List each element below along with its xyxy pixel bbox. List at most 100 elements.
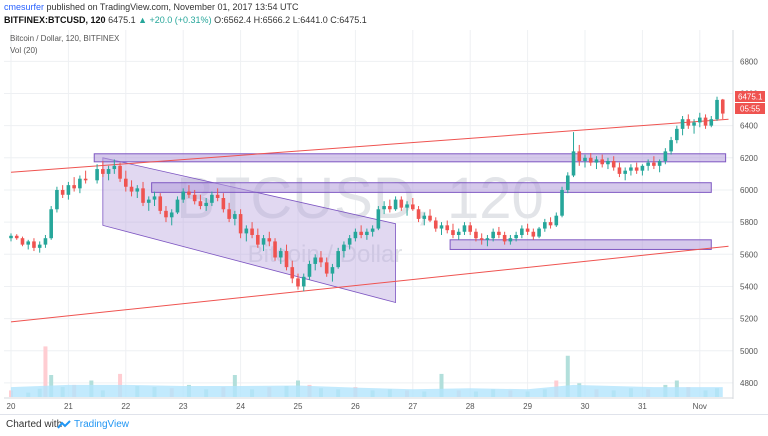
candle-body: [32, 241, 36, 248]
candle-body: [600, 159, 605, 165]
candle-body: [238, 214, 243, 234]
zones[interactable]: [93, 153, 727, 250]
x-tick-label: 31: [638, 402, 647, 411]
legend-title: Bitcoin / Dollar, 120, BITFINEX: [10, 34, 120, 43]
candle-body: [152, 196, 157, 200]
close-value: 6475.1: [339, 15, 367, 25]
header-bar: cmesurfer published on TradingView.com, …: [0, 0, 768, 30]
volume-pane: [9, 346, 723, 397]
x-tick-label: 28: [466, 402, 475, 411]
candle-body: [502, 234, 507, 242]
candle-body: [525, 228, 530, 232]
quote-line: BITFINEX:BTCUSD, 120 6475.1 ▲ +20.0 (+0.…: [4, 15, 367, 25]
candle-body: [83, 178, 88, 181]
price-channel[interactable]: [102, 157, 396, 304]
candle-body: [256, 234, 260, 245]
charted-with-label: Charted with: [6, 419, 63, 430]
candle-body: [652, 162, 656, 166]
candle-body: [543, 222, 547, 229]
countdown-box: [735, 103, 765, 114]
candle-body: [370, 228, 375, 232]
candle-body: [686, 119, 691, 126]
candle-body: [284, 251, 289, 268]
candle-body: [433, 220, 438, 229]
candle-body: [588, 157, 593, 163]
candle-body: [95, 169, 99, 181]
candle-body: [411, 204, 415, 210]
trendline: [10, 118, 729, 173]
symbol-label: BITFINEX:BTCUSD: [4, 15, 86, 25]
chart-canvas[interactable]: BTCUSD, 120 Bitcoin / Dollar 4800 5000 520…: [0, 0, 768, 414]
candle-body: [307, 263, 312, 277]
candle-body: [198, 201, 203, 207]
candle-body: [43, 238, 48, 245]
volume-bar: [565, 355, 570, 397]
candle-body: [342, 244, 346, 252]
zone-rect: [449, 239, 712, 250]
candle-body: [365, 231, 369, 235]
open-label: O:: [214, 15, 224, 25]
x-tick-label: 25: [294, 402, 303, 411]
candle-body: [227, 209, 231, 219]
candle-body: [55, 189, 59, 210]
candle-body: [261, 238, 266, 245]
candle-body: [20, 238, 25, 245]
published-text: published on TradingView.com, November 0…: [46, 2, 299, 12]
x-tick-label: 27: [408, 402, 417, 411]
candle-body: [474, 231, 478, 239]
candle-body: [347, 238, 352, 245]
candle-body: [439, 225, 444, 229]
candle-body: [290, 267, 295, 279]
high-value: 6566.2: [262, 15, 291, 25]
x-tick-label: 21: [64, 402, 73, 411]
candle-body: [715, 99, 719, 120]
candle-body: [124, 178, 128, 187]
candle-body: [221, 198, 226, 210]
low-label: L:: [292, 15, 301, 25]
candle-body: [296, 278, 300, 287]
tradingview-brand[interactable]: TradingView: [74, 419, 130, 430]
last-price-label: 6475.1: [738, 93, 763, 102]
candle-body: [78, 178, 82, 189]
candle-body: [187, 191, 191, 195]
candle-body: [164, 210, 168, 218]
low-value: 6441.0: [300, 15, 328, 25]
legend: Bitcoin / Dollar, 120, BITFINEX Vol (20): [10, 34, 120, 55]
candle-body: [537, 228, 541, 237]
author-link[interactable]: cmesurfer: [4, 2, 45, 12]
y-tick-label: 6000: [740, 186, 758, 195]
interval-label: 120: [90, 15, 106, 25]
zone-rect: [151, 182, 712, 193]
candle-body: [210, 194, 214, 203]
y-tick-label: 6800: [740, 57, 758, 66]
y-tick-label: 4800: [740, 379, 758, 388]
candle-body: [382, 206, 386, 210]
candle-body: [611, 161, 616, 168]
candle-body: [514, 234, 518, 239]
candle-body: [554, 215, 559, 226]
candle-body: [583, 157, 587, 162]
candle-body: [250, 228, 254, 235]
candle-body: [451, 230, 455, 235]
candle-body: [634, 167, 639, 171]
candle-body: [428, 215, 432, 221]
volume-ma-area: [11, 384, 723, 397]
candle-body: [675, 128, 679, 141]
candle-body: [135, 188, 140, 192]
candle-body: [640, 165, 645, 171]
candle-body: [669, 140, 673, 152]
candle-body: [66, 185, 71, 195]
candle-body: [479, 238, 484, 240]
trendline: [10, 245, 729, 323]
x-tick-label: Nov: [693, 402, 707, 411]
candle-body: [594, 159, 599, 163]
candle-body: [680, 119, 685, 129]
candle-body: [336, 251, 340, 268]
candle-body: [301, 276, 306, 287]
candle-body: [233, 214, 237, 219]
close-label: C:: [330, 15, 340, 25]
candle-body: [393, 199, 398, 210]
trendlines[interactable]: [10, 118, 729, 323]
candle-body: [468, 225, 472, 232]
y-tick-label: 5400: [740, 282, 758, 291]
